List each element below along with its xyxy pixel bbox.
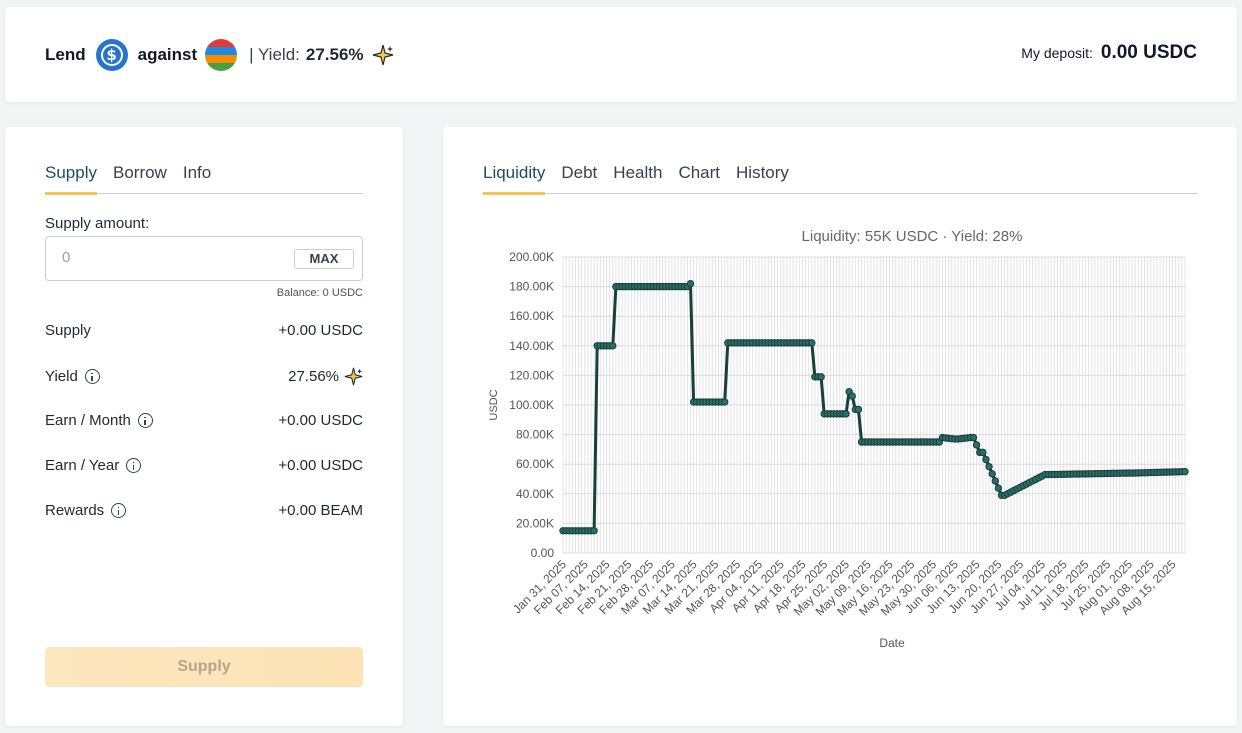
tab-borrow[interactable]: Borrow — [112, 163, 167, 182]
earn-month-row: Earn / Month +0.00 USDC — [45, 412, 363, 429]
earn-year-row: Earn / Year +0.00 USDC — [45, 457, 363, 474]
deposit-value: 0.00 USDC — [1100, 42, 1197, 63]
supply-panel: Supply Borrow Info Supply amount: MAX Ba… — [5, 127, 403, 726]
data-point — [721, 398, 729, 406]
data-point — [985, 462, 993, 471]
supply-amount-label: Supply amount: — [45, 215, 150, 232]
earn-month-label: Earn / Month — [45, 412, 131, 429]
data-point — [988, 470, 996, 478]
data-point — [817, 373, 825, 381]
tab-health[interactable]: Health — [613, 163, 663, 182]
y-tick-label: 160.00K — [509, 309, 554, 323]
tab-liquidity[interactable]: Liquidity — [483, 162, 553, 195]
data-point — [854, 405, 863, 414]
supply-amount-input[interactable] — [62, 249, 262, 266]
x-axis-label: Date — [879, 636, 905, 650]
supply-amount-field: MAX — [45, 236, 363, 281]
data-point — [808, 339, 816, 347]
tab-info[interactable]: Info — [182, 163, 212, 182]
y-tick-label: 140.00K — [509, 339, 554, 353]
header-bar: Lend $ against | Yield: 27.56% My deposi… — [5, 7, 1237, 102]
y-tick-label: 0.00 — [531, 546, 555, 560]
action-tabs: Supply Borrow Info — [45, 162, 363, 195]
y-tick-label: 200.00K — [509, 250, 554, 264]
y-tick-label: 60.00K — [516, 457, 554, 471]
tab-debt[interactable]: Debt — [561, 163, 598, 182]
rewards-row: Rewards +0.00 BEAM — [45, 502, 363, 519]
data-point — [848, 392, 856, 400]
yield-row: Yield 27.56% — [45, 367, 363, 386]
data-point — [979, 448, 987, 457]
supply-row-value: +0.00 USDC — [278, 322, 363, 339]
max-button[interactable]: MAX — [294, 249, 354, 269]
y-tick-label: 100.00K — [509, 398, 554, 412]
data-point — [686, 279, 695, 288]
earn-month-value: +0.00 USDC — [278, 412, 363, 429]
deposit-label: My deposit: — [1021, 45, 1093, 61]
data-point — [991, 477, 999, 485]
yield-value: 27.56% — [305, 45, 364, 64]
y-axis-label: USDC — [488, 389, 500, 420]
yield-row-value: 27.56% — [288, 368, 339, 385]
yield-row-label: Yield — [45, 368, 78, 385]
my-deposit: My deposit: 0.00 USDC — [1021, 42, 1197, 64]
liquidity-chart: 0.00 20.00K 40.00K 60.00K 80.00K 100.00K 120.0… — [488, 228, 1189, 650]
data-point — [609, 342, 617, 350]
info-icon[interactable] — [111, 503, 127, 518]
stats-panel: Liquidity Debt Health Chart History 0.00… — [443, 127, 1237, 726]
data-point — [1181, 467, 1189, 476]
liquidity-chart-container: 0.00 20.00K 40.00K 60.00K 80.00K 100.00K 120.0… — [483, 219, 1197, 664]
supply-row-label: Supply — [45, 322, 91, 339]
stats-tabs: Liquidity Debt Health Chart History — [483, 162, 1197, 195]
tab-chart[interactable]: Chart — [678, 163, 721, 182]
earn-year-label: Earn / Year — [45, 457, 120, 474]
info-icon[interactable] — [126, 458, 142, 473]
usdc-coin-icon: $ — [95, 39, 128, 71]
y-tick-label: 40.00K — [516, 487, 554, 501]
y-tick-label: 80.00K — [516, 428, 554, 442]
data-point — [590, 527, 598, 535]
tab-supply[interactable]: Supply — [45, 162, 105, 195]
data-point — [842, 410, 850, 418]
lend-label: Lend — [45, 45, 86, 64]
rewards-label: Rewards — [45, 502, 105, 519]
supply-row: Supply +0.00 USDC — [45, 322, 363, 339]
yield-label: | Yield: — [249, 45, 300, 64]
sparkle-icon — [372, 44, 393, 66]
info-icon[interactable] — [137, 413, 153, 428]
earn-year-value: +0.00 USDC — [278, 457, 363, 474]
data-point — [994, 484, 1003, 492]
sparkle-icon — [344, 367, 363, 386]
chart-grid — [562, 256, 1186, 554]
data-point — [982, 455, 990, 464]
supply-button[interactable]: Supply — [45, 647, 363, 687]
data-point — [972, 441, 981, 449]
y-tick-label: 20.00K — [516, 516, 554, 530]
balance-text: Balance: 0 USDC — [276, 287, 363, 299]
chart-title: Liquidity: 55K USDC · Yield: 28% — [802, 228, 1023, 245]
beam-coin-icon — [205, 39, 238, 71]
rewards-value: +0.00 BEAM — [278, 502, 363, 519]
market-title: Lend $ against | Yield: 27.56% — [45, 38, 394, 72]
y-tick-label: 120.00K — [509, 368, 554, 382]
info-icon[interactable] — [84, 369, 100, 384]
series-points — [559, 279, 1189, 535]
y-tick-label: 180.00K — [509, 280, 554, 294]
against-label: against — [137, 45, 198, 64]
tab-history[interactable]: History — [736, 163, 789, 182]
data-point — [969, 433, 978, 442]
